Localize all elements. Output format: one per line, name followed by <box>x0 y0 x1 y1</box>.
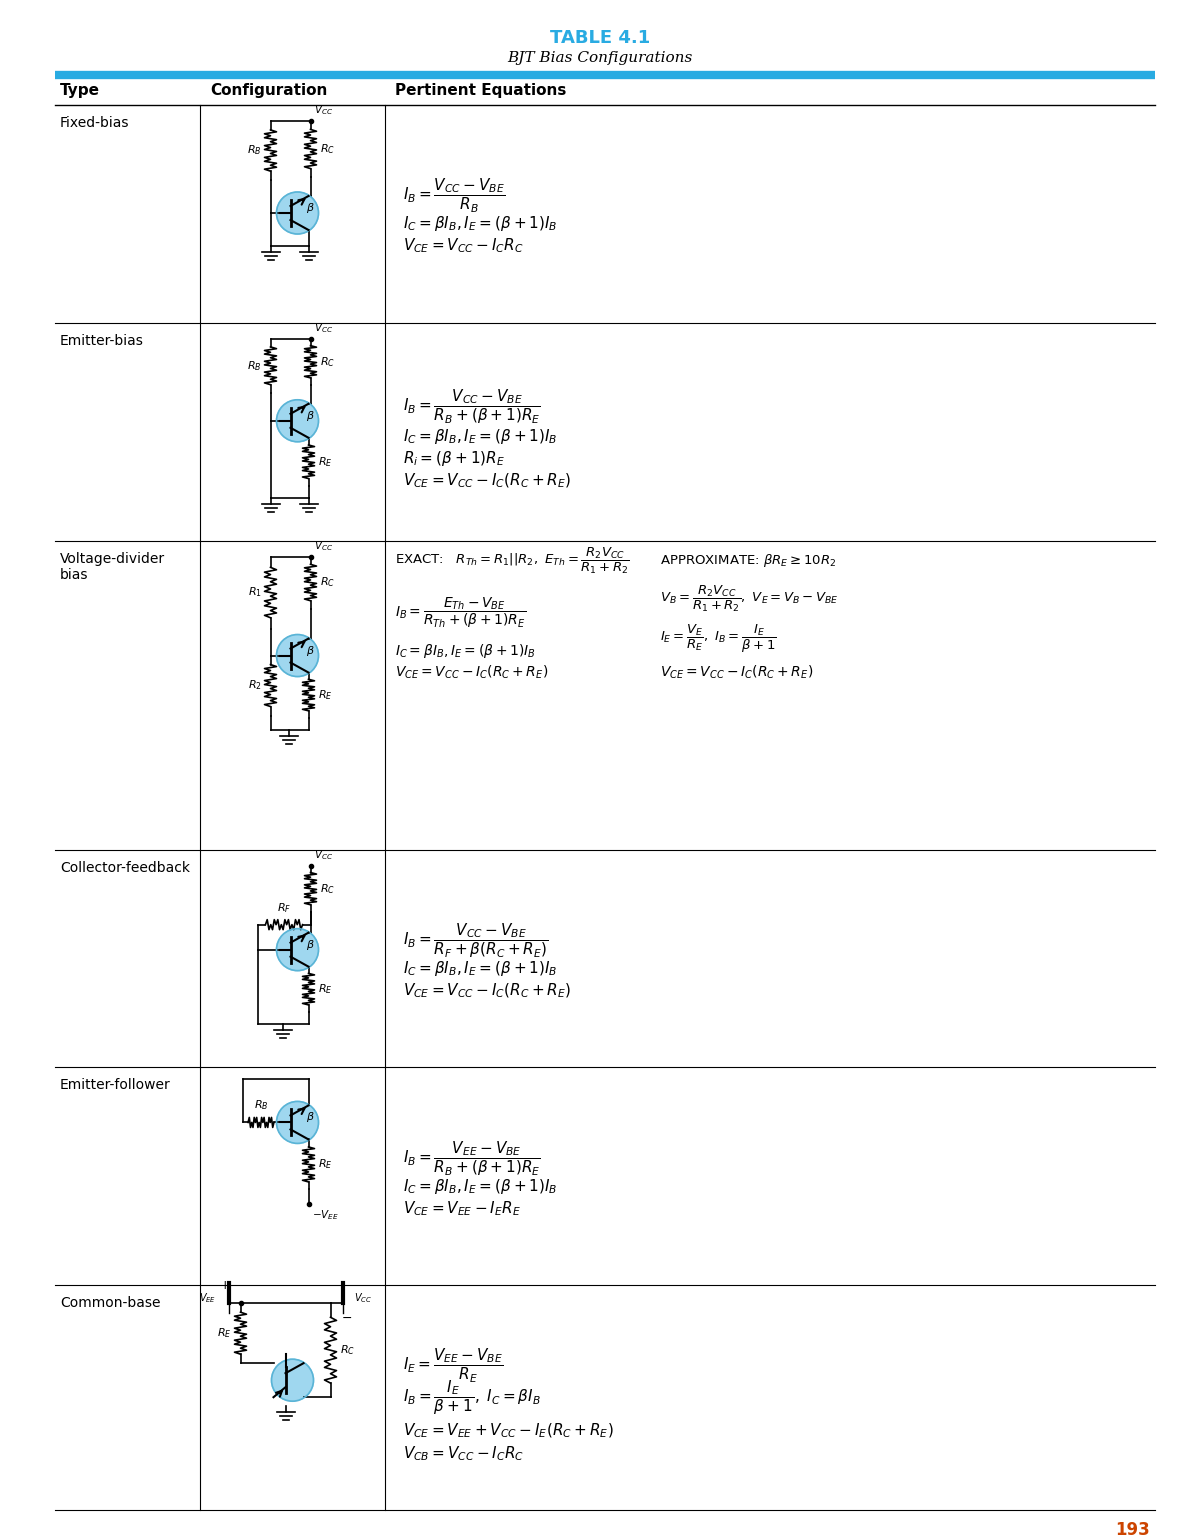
Text: $I_C = \beta I_B, I_E = (\beta + 1)I_B$: $I_C = \beta I_B, I_E = (\beta + 1)I_B$ <box>403 1177 558 1197</box>
Text: 193: 193 <box>1115 1522 1150 1538</box>
Text: $\beta$: $\beta$ <box>306 644 316 658</box>
Circle shape <box>276 1101 318 1143</box>
Text: $I_C = \beta I_B, I_E = (\beta + 1)I_B$: $I_C = \beta I_B, I_E = (\beta + 1)I_B$ <box>403 214 558 234</box>
Text: $R_C$: $R_C$ <box>319 882 335 896</box>
Text: $R_C$: $R_C$ <box>319 576 335 590</box>
Text: $R_B$: $R_B$ <box>247 359 262 373</box>
Text: TABLE 4.1: TABLE 4.1 <box>550 29 650 48</box>
Text: $-V_{EE}$: $-V_{EE}$ <box>312 1209 338 1223</box>
Text: Common-base: Common-base <box>60 1297 161 1311</box>
Text: +: + <box>220 1278 230 1292</box>
Text: APPROXIMATE: $\beta R_E \geq 10R_2$: APPROXIMATE: $\beta R_E \geq 10R_2$ <box>660 551 836 570</box>
Text: $I_B = \dfrac{V_{CC} - V_{BE}}{R_F + \beta(R_C + R_E)}$: $I_B = \dfrac{V_{CC} - V_{BE}}{R_F + \be… <box>403 921 548 959</box>
Circle shape <box>271 1360 313 1401</box>
Text: $R_E$: $R_E$ <box>318 983 332 996</box>
Text: $R_E$: $R_E$ <box>318 1158 332 1172</box>
Text: $R_B$: $R_B$ <box>247 143 262 157</box>
Text: $V_{CB} = V_{CC} - I_C R_C$: $V_{CB} = V_{CC} - I_C R_C$ <box>403 1445 524 1463</box>
Text: Fixed-bias: Fixed-bias <box>60 116 130 129</box>
Text: $V_B = \dfrac{R_2V_{CC}}{R_1 + R_2},\ V_E = V_B - V_{BE}$: $V_B = \dfrac{R_2V_{CC}}{R_1 + R_2},\ V_… <box>660 584 839 614</box>
Text: Pertinent Equations: Pertinent Equations <box>395 83 566 97</box>
Text: $-$: $-$ <box>341 1311 352 1324</box>
Text: EXACT:   $R_{Th} = R_1||R_2,\ E_{Th} = \dfrac{R_2V_{CC}}{R_1 + R_2}$: EXACT: $R_{Th} = R_1||R_2,\ E_{Th} = \df… <box>395 545 630 576</box>
Text: $R_C$: $R_C$ <box>319 142 335 156</box>
Text: Type: Type <box>60 83 100 97</box>
Text: $R_E$: $R_E$ <box>217 1326 232 1340</box>
Text: $I_E = \dfrac{V_E}{R_E},\ I_B = \dfrac{I_E}{\beta + 1}$: $I_E = \dfrac{V_E}{R_E},\ I_B = \dfrac{I… <box>660 622 776 654</box>
Text: $I_C = \beta I_B, I_E = (\beta + 1)I_B$: $I_C = \beta I_B, I_E = (\beta + 1)I_B$ <box>403 427 558 447</box>
Text: Voltage-divider: Voltage-divider <box>60 551 166 565</box>
Text: $R_2$: $R_2$ <box>247 679 262 693</box>
Circle shape <box>276 192 318 234</box>
Text: $I_E = \dfrac{V_{EE} - V_{BE}}{R_E}$: $I_E = \dfrac{V_{EE} - V_{BE}}{R_E}$ <box>403 1346 504 1384</box>
Text: $R_i = (\beta + 1)R_E$: $R_i = (\beta + 1)R_E$ <box>403 450 505 468</box>
Text: $V_{CE} = V_{CC} - I_C(R_C + R_E)$: $V_{CE} = V_{CC} - I_C(R_C + R_E)$ <box>395 664 548 681</box>
Text: $V_{CE} = V_{CC} - I_C R_C$: $V_{CE} = V_{CC} - I_C R_C$ <box>403 237 523 256</box>
Text: $\beta$: $\beta$ <box>306 938 316 952</box>
Circle shape <box>276 400 318 442</box>
Text: Configuration: Configuration <box>210 83 328 97</box>
Text: $I_B = \dfrac{E_{Th} - V_{BE}}{R_{Th} + (\beta + 1)R_E}$: $I_B = \dfrac{E_{Th} - V_{BE}}{R_{Th} + … <box>395 594 526 630</box>
Text: $R_B$: $R_B$ <box>253 1098 269 1112</box>
Text: $V_{CC}$: $V_{CC}$ <box>314 849 334 862</box>
Text: $R_1$: $R_1$ <box>247 585 262 599</box>
Text: $I_B = \dfrac{V_{EE} - V_{BE}}{R_B + (\beta + 1)R_E}$: $I_B = \dfrac{V_{EE} - V_{BE}}{R_B + (\b… <box>403 1140 541 1178</box>
Text: $\beta$: $\beta$ <box>306 408 316 424</box>
Text: $V_{EE}$: $V_{EE}$ <box>199 1292 216 1304</box>
Text: $R_E$: $R_E$ <box>318 454 332 468</box>
Text: $V_{CC}$: $V_{CC}$ <box>314 320 334 334</box>
Text: $I_B = \dfrac{V_{CC} - V_{BE}}{R_B}$: $I_B = \dfrac{V_{CC} - V_{BE}}{R_B}$ <box>403 177 505 216</box>
Text: $R_E$: $R_E$ <box>318 688 332 702</box>
Text: $R_C$: $R_C$ <box>319 354 335 368</box>
Text: $V_{CE} = V_{CC} - I_C(R_C + R_E)$: $V_{CE} = V_{CC} - I_C(R_C + R_E)$ <box>660 664 814 681</box>
Text: $I_C = \beta I_B, I_E = (\beta + 1)I_B$: $I_C = \beta I_B, I_E = (\beta + 1)I_B$ <box>403 959 558 978</box>
Text: $V_{CE} = V_{CC} - I_C(R_C + R_E)$: $V_{CE} = V_{CC} - I_C(R_C + R_E)$ <box>403 471 571 490</box>
Text: $I_B = \dfrac{I_E}{\beta + 1},\ I_C = \beta I_B$: $I_B = \dfrac{I_E}{\beta + 1},\ I_C = \b… <box>403 1378 541 1417</box>
Text: $\beta$: $\beta$ <box>306 1110 316 1124</box>
Text: $R_C$: $R_C$ <box>340 1343 355 1357</box>
Text: $V_{CC}$: $V_{CC}$ <box>314 539 334 553</box>
Text: Emitter-bias: Emitter-bias <box>60 334 144 348</box>
Text: $I_B = \dfrac{V_{CC} - V_{BE}}{R_B + (\beta + 1)R_E}$: $I_B = \dfrac{V_{CC} - V_{BE}}{R_B + (\b… <box>403 388 541 427</box>
Text: $V_{CE} = V_{EE} - I_E R_E$: $V_{CE} = V_{EE} - I_E R_E$ <box>403 1200 521 1218</box>
Text: Emitter-follower: Emitter-follower <box>60 1078 170 1092</box>
Text: $R_F$: $R_F$ <box>277 901 292 915</box>
Text: $V_{CC}$: $V_{CC}$ <box>354 1292 373 1304</box>
Text: BJT Bias Configurations: BJT Bias Configurations <box>508 51 692 65</box>
Circle shape <box>276 929 318 970</box>
Text: $\beta$: $\beta$ <box>306 202 316 216</box>
Circle shape <box>276 634 318 676</box>
Text: $V_{CE} = V_{EE} + V_{CC} - I_E(R_C + R_E)$: $V_{CE} = V_{EE} + V_{CC} - I_E(R_C + R_… <box>403 1421 613 1440</box>
Text: bias: bias <box>60 568 89 582</box>
Text: Collector-feedback: Collector-feedback <box>60 861 190 875</box>
Text: $V_{CC}$: $V_{CC}$ <box>314 103 334 117</box>
Text: $I_C = \beta I_B, I_E = (\beta + 1)I_B$: $I_C = \beta I_B, I_E = (\beta + 1)I_B$ <box>395 642 536 659</box>
Text: $V_{CE} = V_{CC} - I_C(R_C + R_E)$: $V_{CE} = V_{CC} - I_C(R_C + R_E)$ <box>403 981 571 999</box>
